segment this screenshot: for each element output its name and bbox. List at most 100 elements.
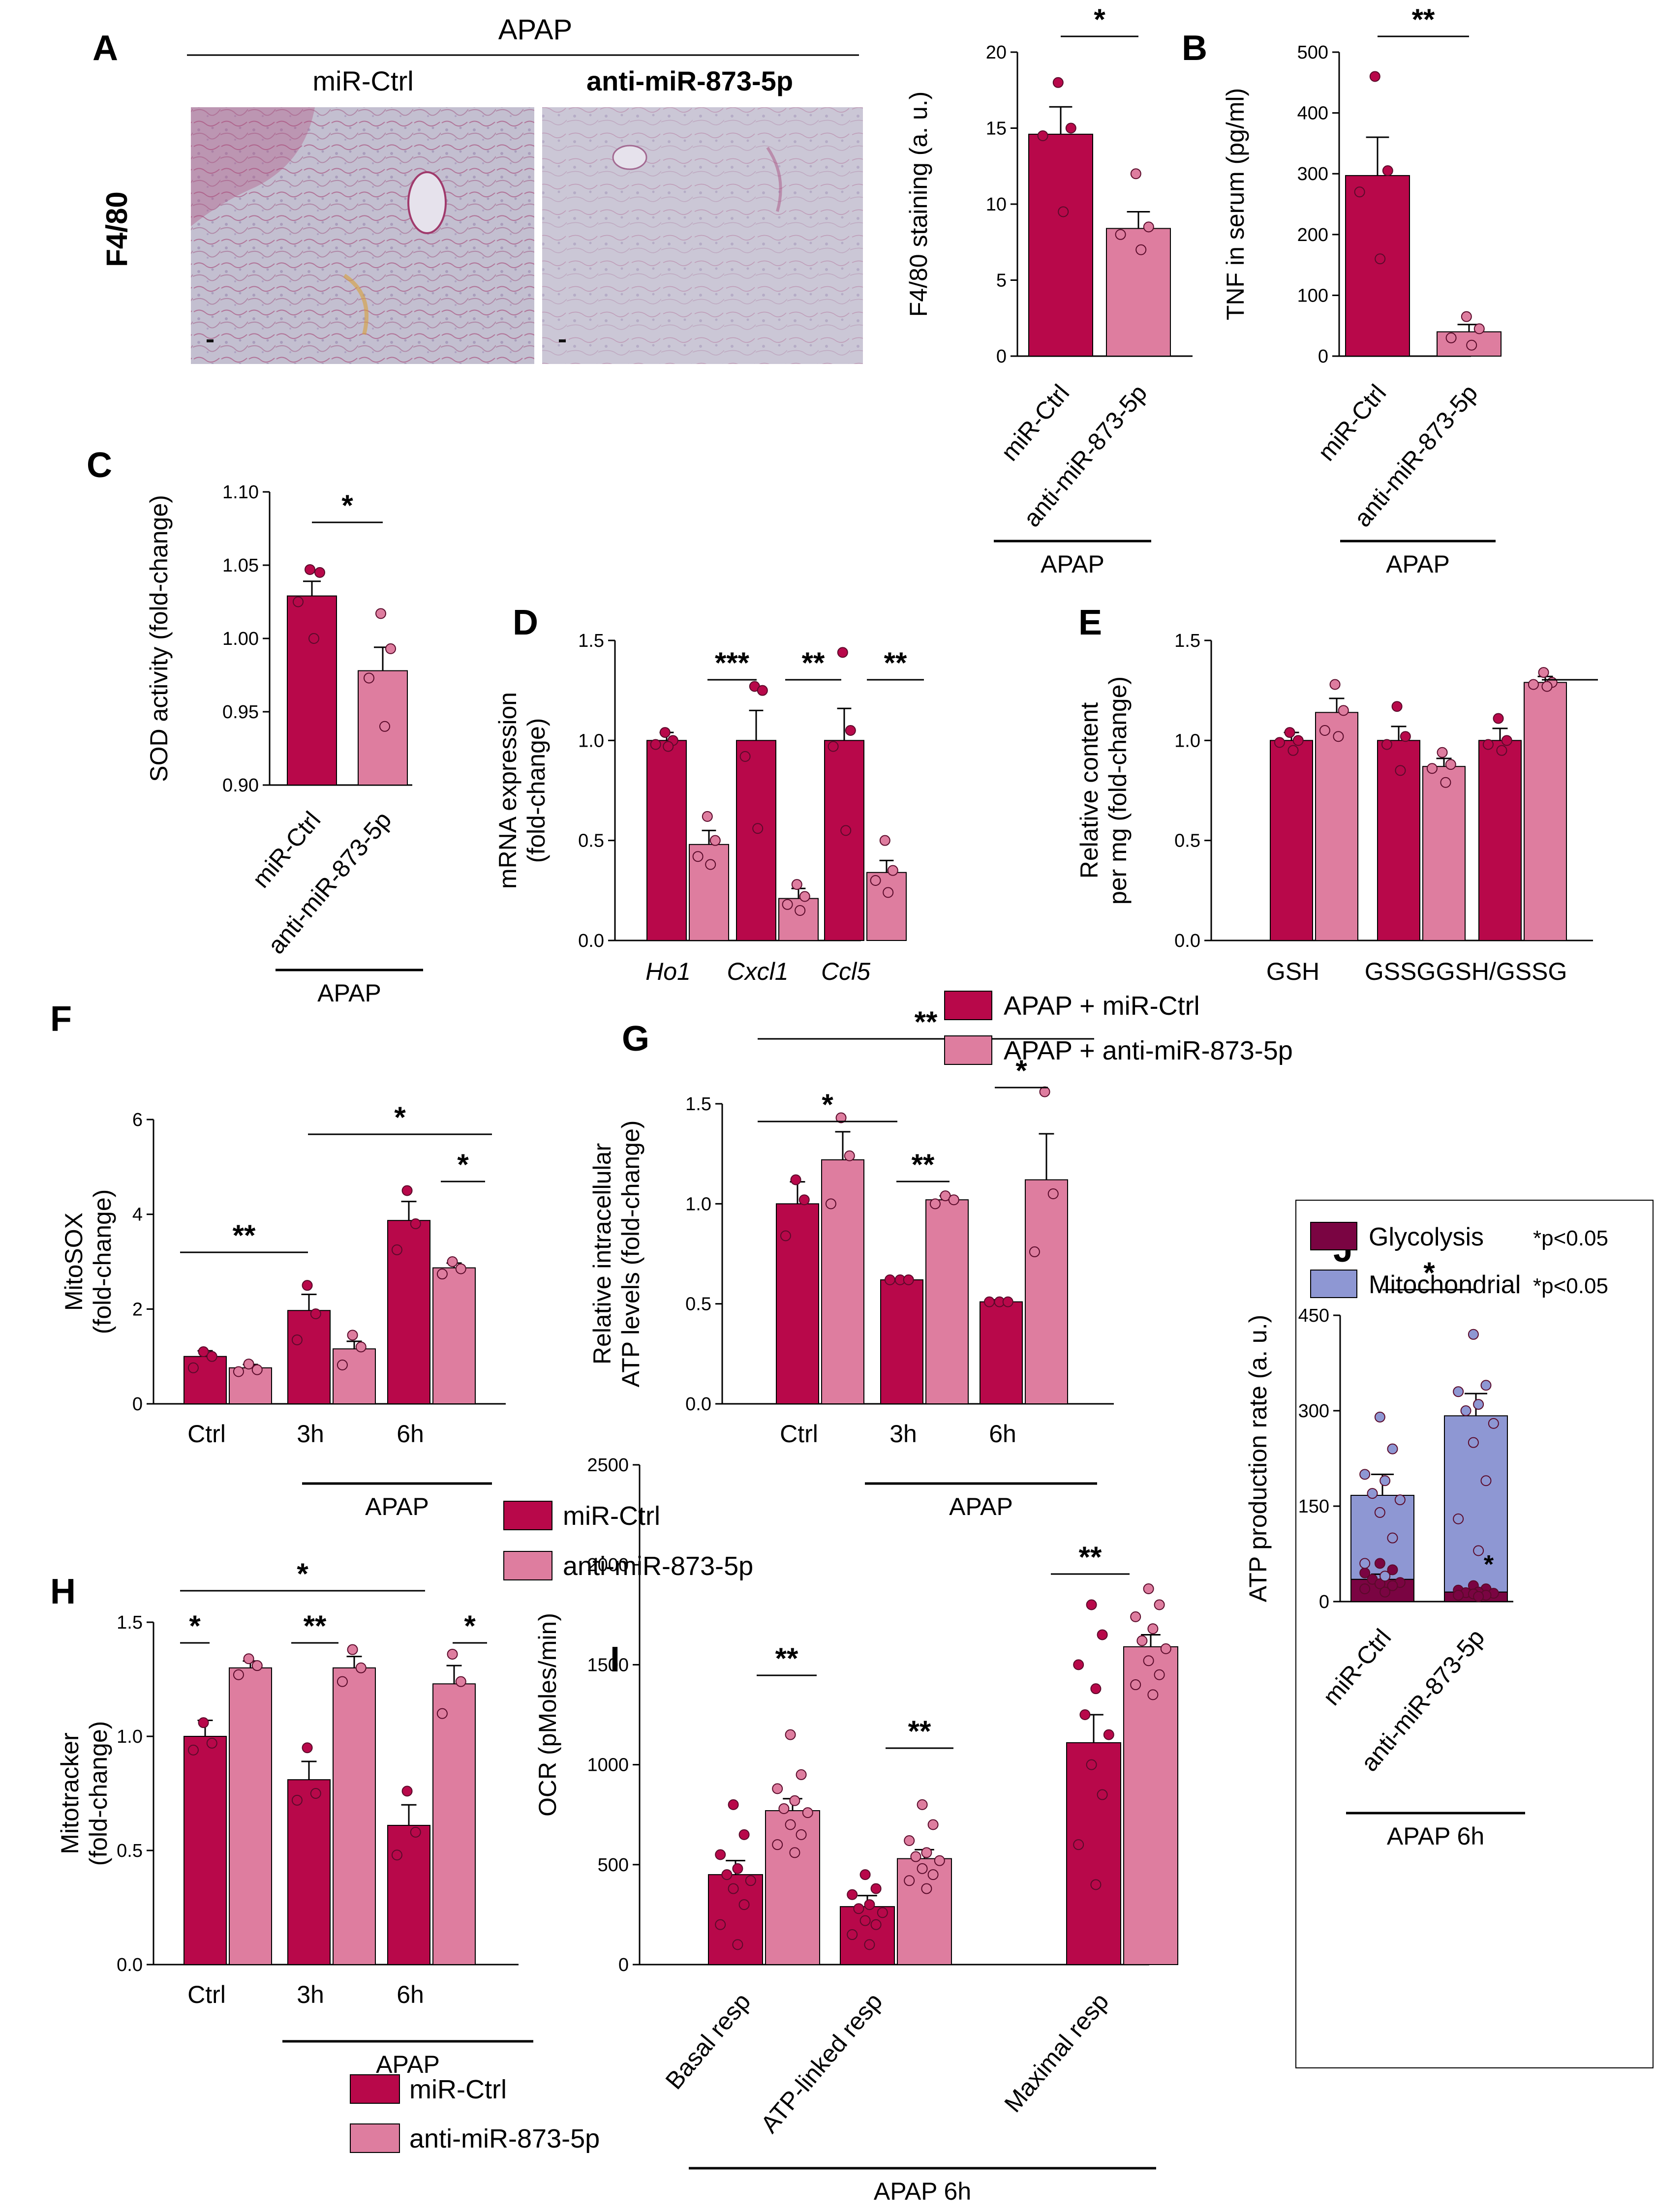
data-point (1381, 739, 1392, 750)
data-point (1400, 731, 1411, 742)
data-point (1130, 1679, 1141, 1691)
data-point (1143, 221, 1154, 233)
data-point (314, 567, 325, 578)
data-point (870, 1919, 882, 1930)
data-point (757, 685, 768, 696)
data-point (1488, 1418, 1499, 1429)
panel-j-frame (1295, 1200, 1654, 2068)
data-point (859, 1915, 871, 1926)
y-tick-label: 0 (618, 1955, 629, 1975)
data-point (1367, 1488, 1378, 1499)
data-point (233, 1366, 244, 1377)
data-point (791, 879, 802, 890)
data-point (364, 672, 374, 684)
data-point (799, 891, 810, 902)
panel-letter: B (1182, 29, 1207, 68)
data-point (1329, 679, 1341, 690)
data-point (887, 865, 898, 876)
data-point (1037, 130, 1048, 141)
y-tick-label: 0.0 (117, 1955, 143, 1975)
chart-relative-content: 0.0 0.5 1.0 1.5 Relative content per mg (fold… (1075, 603, 1598, 985)
data-point (198, 1346, 209, 1358)
histology-image-anti (542, 107, 863, 364)
y-tick-label: 500 (1297, 42, 1328, 63)
y-axis-label: (fold-change) (85, 1721, 112, 1866)
y-tick-label: 0.5 (685, 1294, 711, 1315)
data-point (1480, 1475, 1492, 1486)
data-point (948, 1194, 959, 1206)
data-point (1079, 1709, 1091, 1720)
legend-label-mitochondrial: Mitochondrial (1369, 1271, 1521, 1299)
data-point (1354, 186, 1365, 198)
data-point (206, 1351, 217, 1362)
category-label: GSSG (1365, 958, 1436, 985)
y-tick-label: 1.5 (578, 631, 604, 651)
y-tick-label: 10 (986, 194, 1007, 215)
data-point (904, 1835, 915, 1847)
data-point (659, 727, 671, 738)
data-point (983, 1296, 995, 1307)
data-point (455, 1263, 466, 1274)
y-tick-label: 6 (132, 1110, 143, 1130)
y-tick-label: 0.5 (1174, 831, 1200, 851)
y-tick-label: 1.0 (1174, 730, 1200, 751)
data-point (1468, 1329, 1479, 1340)
data-point (715, 1919, 726, 1930)
data-point (1284, 727, 1295, 738)
y-axis-label: OCR (pMoles/min) (534, 1613, 561, 1817)
group-label: APAP (1041, 550, 1104, 578)
category-label: Ctrl (780, 1420, 818, 1448)
bar (736, 740, 776, 941)
histology-label-ctrl: miR-Ctrl (312, 65, 413, 96)
data-point (310, 1308, 321, 1319)
y-axis-label: ATP production rate (a. u.) (1244, 1315, 1272, 1603)
data-point (835, 1112, 847, 1123)
data-point (1029, 1246, 1040, 1257)
y-tick-label: 150 (1298, 1496, 1329, 1517)
y-tick-label: 4 (132, 1205, 143, 1225)
data-point (1359, 1469, 1371, 1480)
data-point (1501, 735, 1512, 746)
data-point (1445, 332, 1457, 343)
data-point (1086, 1599, 1097, 1610)
data-point (798, 1194, 810, 1206)
data-point (1541, 681, 1553, 692)
legend-label-anti: APAP + anti-miR-873-5p (1004, 1036, 1293, 1065)
data-point (1065, 122, 1076, 134)
y-tick-label: 1.5 (117, 1612, 143, 1633)
data-point (1154, 1669, 1165, 1680)
data-point (1039, 1086, 1050, 1097)
data-point (1379, 1571, 1391, 1582)
data-point (410, 1826, 421, 1838)
data-point (1143, 1583, 1154, 1594)
legend-label-anti: anti-miR-873-5p (409, 2124, 600, 2153)
data-point (385, 643, 396, 654)
data-point (721, 1869, 733, 1880)
y-tick-label: 1.0 (578, 730, 604, 751)
bar (387, 1824, 430, 1965)
data-point (1135, 244, 1147, 255)
bar (1123, 1646, 1178, 1965)
y-tick-label: 300 (1297, 164, 1328, 184)
significance-label: * (464, 1609, 476, 1642)
data-point (692, 851, 704, 862)
panel-letter: E (1078, 603, 1102, 642)
bar (432, 1683, 476, 1965)
data-point (1047, 1188, 1059, 1199)
data-point (663, 741, 674, 752)
data-point (802, 1807, 813, 1818)
y-tick-label: 1000 (587, 1755, 629, 1776)
data-point (1073, 1659, 1084, 1670)
bar (432, 1267, 476, 1405)
data-point (1453, 1590, 1464, 1601)
bar (980, 1301, 1023, 1405)
y-axis-label: SOD activity (fold-change) (145, 495, 173, 782)
data-point (379, 721, 390, 732)
histology-row-label: F4/80 (100, 191, 133, 267)
data-point (772, 1839, 783, 1850)
data-point (1160, 1643, 1171, 1654)
data-point (785, 1819, 796, 1830)
data-point (715, 1849, 726, 1860)
data-point (732, 1863, 743, 1874)
